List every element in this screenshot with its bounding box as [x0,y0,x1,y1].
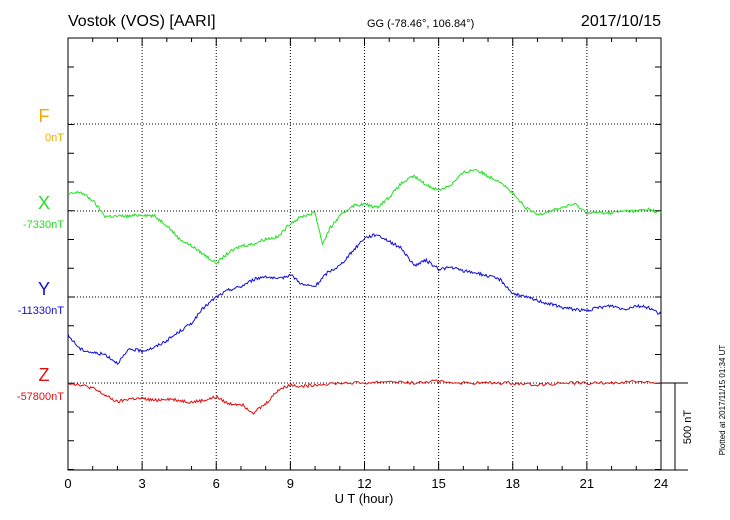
series-labels: F 0nT X -7330nT Y -11330nT Z -57800nT [17,106,64,403]
x-tick-label: 24 [654,476,668,491]
x-tick-label: 15 [431,476,445,491]
x-tick-label: 6 [213,476,220,491]
x-tick-label: 0 [64,476,71,491]
plot-date: 2017/10/15 [581,13,661,30]
series-baseline-y: -11330nT [18,305,65,317]
scale-bar: 500 nT [661,382,694,471]
series-baseline-f: 0nT [45,132,64,144]
x-tick-label: 9 [287,476,294,491]
series-name-x: X [38,193,50,213]
x-axis-label: U T (hour) [335,491,394,506]
series-baseline-z: -57800nT [17,391,64,403]
station-title: Vostok (VOS) [AARI] [68,13,216,30]
x-tick-label: 12 [357,476,371,491]
x-tick-label: 3 [139,476,146,491]
series-baseline-x: -7330nT [23,219,64,231]
series-name-y: Y [38,279,50,299]
grid-lines [68,38,661,470]
series-curves [67,168,662,415]
series-name-f: F [39,106,50,126]
x-tick-label: 18 [506,476,520,491]
series-name-z: Z [39,365,50,385]
x-tick-labels: 0 3 6 9 12 15 18 21 24 [64,476,668,491]
axis-ticks [67,38,662,470]
station-coords: GG (-78.46°, 106.84°) [367,18,474,30]
series-line-x [67,168,662,265]
plotted-at-note: Plotted at 2017/11/15 01:34 UT [718,345,727,456]
series-line-y [67,233,662,365]
series-line-z [67,379,662,415]
scale-bar-label: 500 nT [682,410,694,445]
x-tick-label: 21 [580,476,594,491]
